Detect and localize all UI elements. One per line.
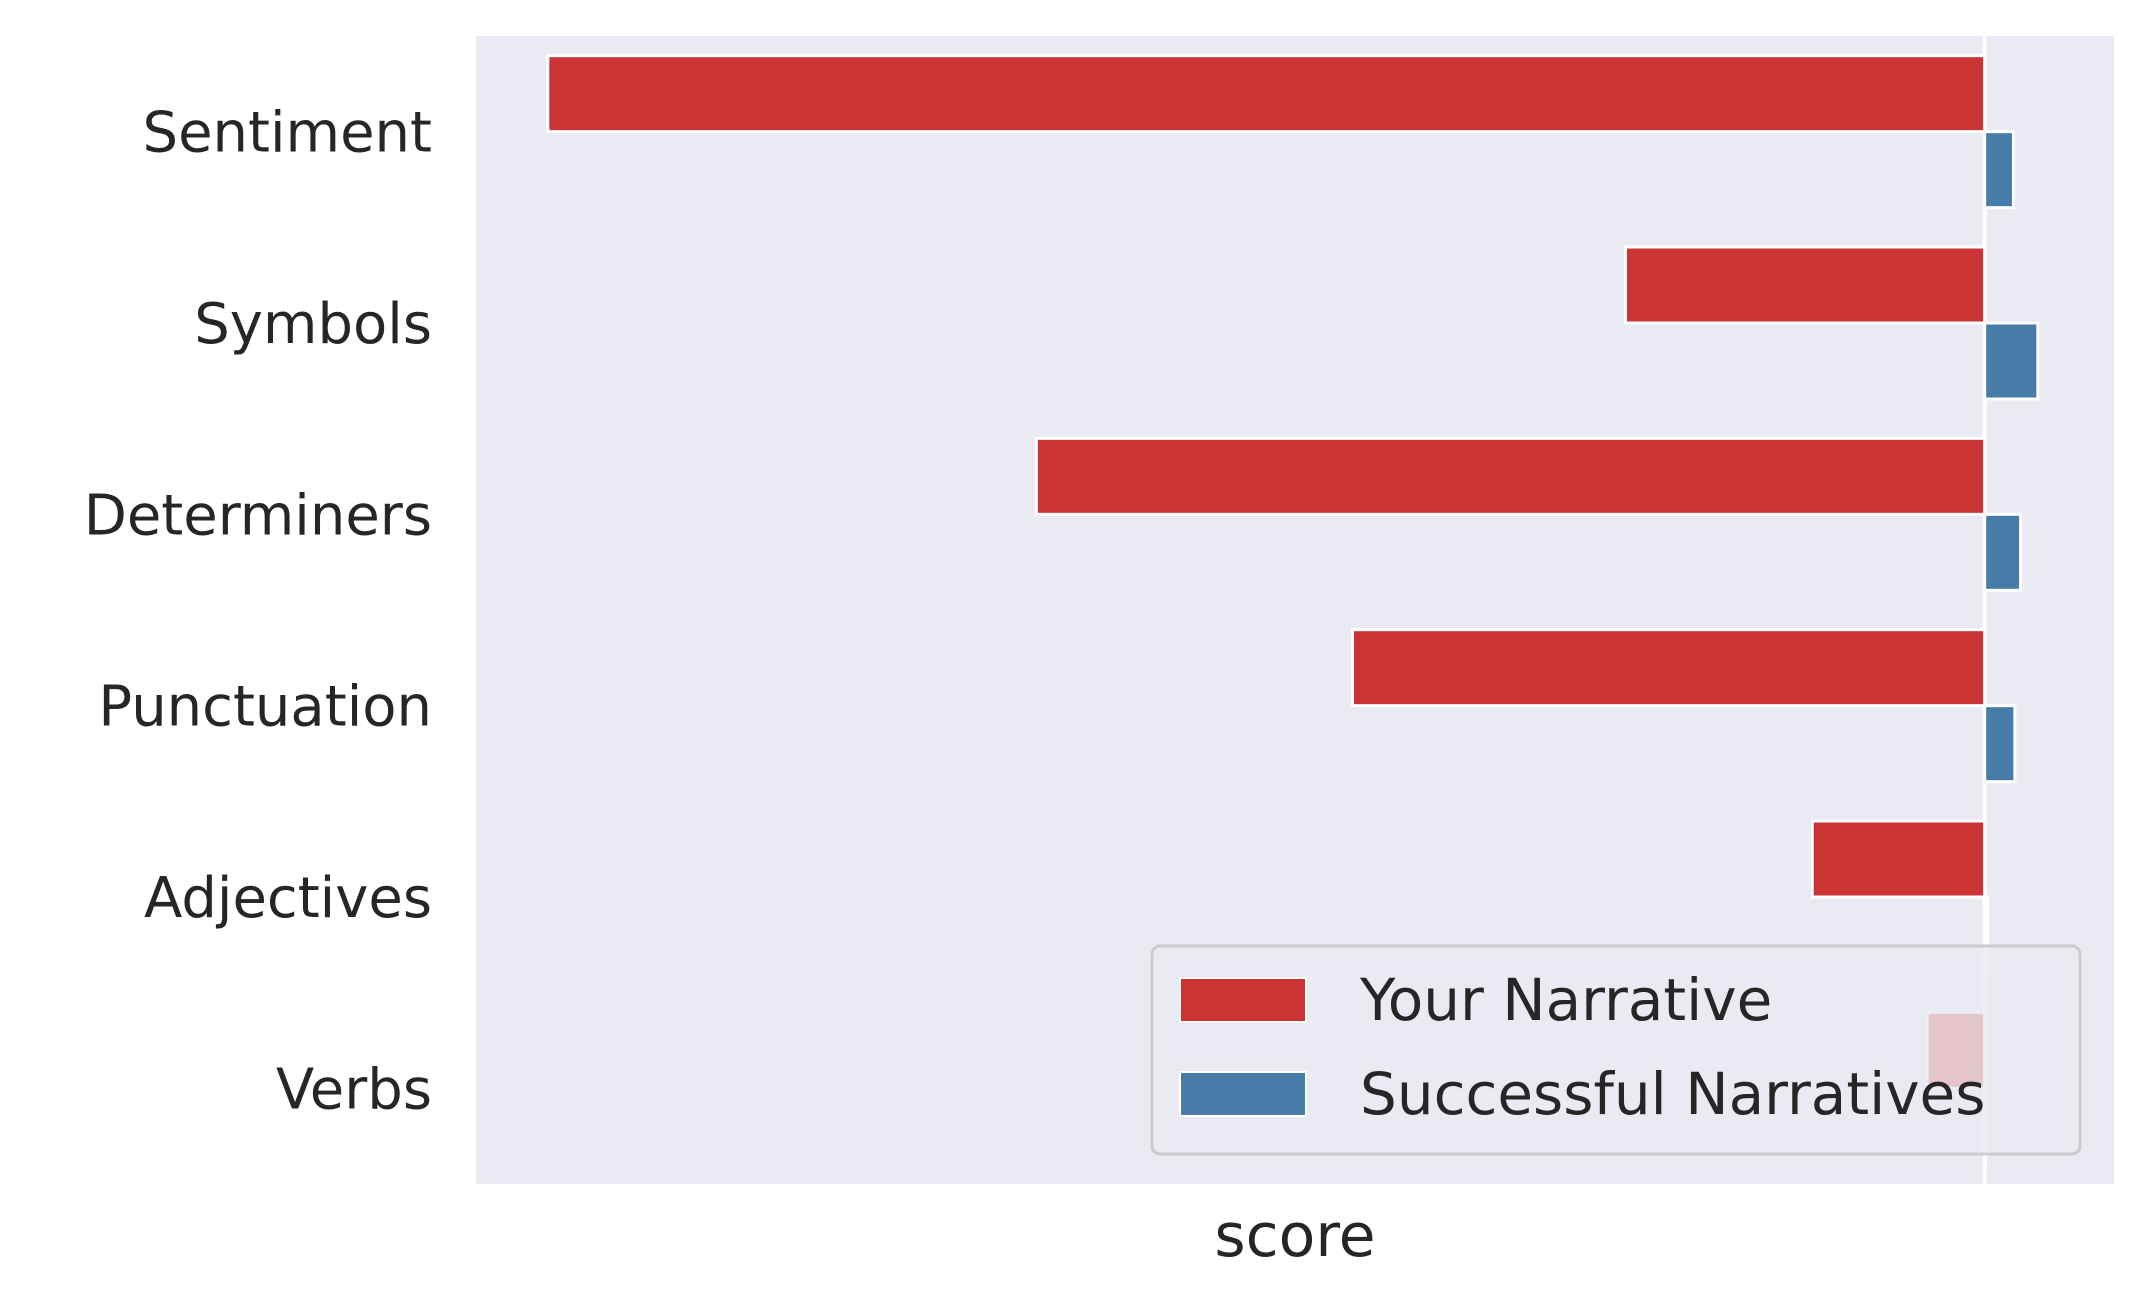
bar-successful-narratives — [1983, 321, 2040, 401]
bar-successful-narratives — [1983, 512, 2023, 592]
legend: Your Narrative Successful Narratives — [1150, 944, 2082, 1156]
y-tick-label: Punctuation — [98, 675, 432, 740]
legend-swatch-your-narrative — [1179, 977, 1307, 1023]
bar-your-narrative — [546, 54, 1987, 134]
legend-label-successful-narratives: Successful Narratives — [1360, 1060, 1985, 1128]
bar-your-narrative — [1810, 819, 1987, 899]
y-tick-label: Symbols — [194, 292, 432, 357]
bar-your-narrative — [1034, 436, 1987, 516]
bar-your-narrative — [1623, 245, 1987, 325]
y-tick-label: Sentiment — [143, 101, 432, 166]
bars-layer — [546, 54, 2040, 1166]
bar-your-narrative — [1350, 628, 1987, 708]
legend-label-your-narrative: Your Narrative — [1359, 966, 1772, 1034]
y-tick-label: Verbs — [276, 1057, 432, 1122]
y-tick-label: Determiners — [84, 483, 432, 548]
x-axis-title: score — [1214, 1201, 1375, 1271]
legend-swatch-successful-narratives — [1179, 1071, 1307, 1117]
bar-successful-narratives — [1983, 130, 2015, 210]
legend-frame — [1150, 944, 2082, 1156]
bar-successful-narratives — [1983, 704, 2017, 784]
y-tick-labels: Sentiment Symbols Determiners Punctuation Ad… — [84, 101, 432, 1123]
y-tick-label: Adjectives — [144, 866, 432, 931]
